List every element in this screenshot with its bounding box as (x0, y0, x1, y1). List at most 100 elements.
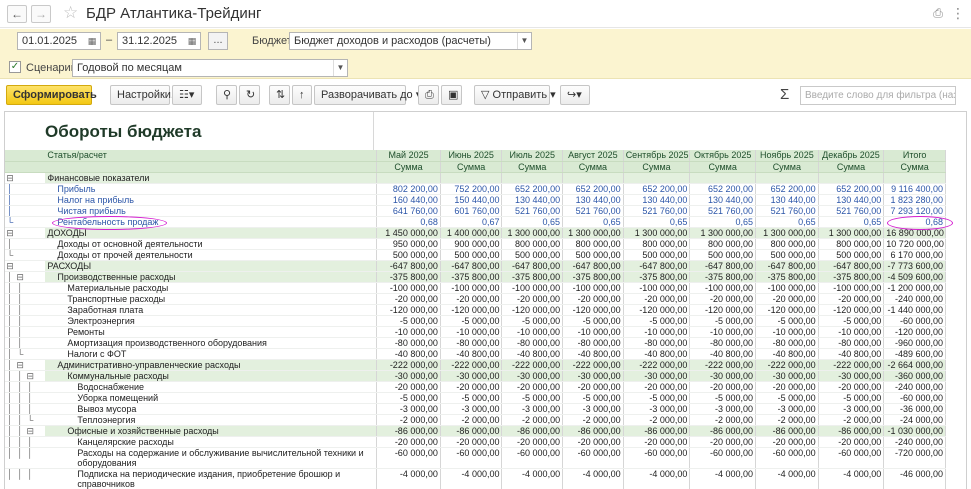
table-row[interactable]: │ Прибыль 802 200,00 752 200,00 652 200,00 65… (5, 183, 946, 195)
send-label: Отправить (492, 89, 548, 101)
table-row[interactable]: │ ⊟ Производственные расходы -375 800,00 -37… (5, 271, 946, 283)
back-arrow-icon[interactable]: ← (7, 5, 27, 23)
generate-button[interactable]: Сформировать (6, 85, 97, 105)
table-row[interactable]: │ │ ⊟ Коммунальные расходы -30 000,00 -30 000… (5, 370, 946, 382)
send-button[interactable]: ▽ Отправить ▾ (474, 85, 556, 105)
row-value-cell: 521 760,00 (623, 205, 691, 217)
table-row[interactable]: └ Рентабельность продаж 0,68 0,67 0,65 0,65 0,… (5, 216, 946, 228)
table-row[interactable]: ⊟ ДОХОДЫ 1 450 000,00 1 400 000,00 1 300 000… (5, 227, 946, 239)
table-row[interactable]: │ │ ⊟ Офисные и хозяйственные расходы -86 00… (5, 425, 946, 437)
tree-line: │ (5, 271, 16, 283)
row-total-cell: -7 773 600,00 (883, 260, 946, 272)
row-label: Налог на прибыль (45, 194, 378, 206)
table-row[interactable]: │ │ │ Уборка помещений -5 000,00 -5 000,00 -5 … (5, 392, 946, 404)
sum-icon[interactable]: Σ (780, 86, 790, 103)
print-icon[interactable]: ⎙ (933, 6, 943, 20)
tree-line (35, 249, 46, 261)
table-row[interactable]: │ │ │ Канцелярские расходы -20 000,00 -20 000… (5, 436, 946, 448)
row-value-cell: -40 800,00 (562, 348, 624, 360)
row-value-cell: 160 440,00 (376, 194, 441, 206)
column-subheader-sum: Сумма (440, 161, 503, 173)
tree-line: │ (5, 468, 16, 489)
table-row[interactable]: │ └ Налоги с ФОТ -40 800,00 -40 800,00 -40 80… (5, 348, 946, 360)
dropdown-arrow-icon[interactable]: ▼ (333, 60, 347, 76)
forward-arrow-icon[interactable]: → (31, 5, 51, 23)
row-label: Офисные и хозяйственные расходы (45, 425, 378, 437)
date-from-value: 01.01.2025 (22, 35, 78, 47)
collapse-toggle-icon[interactable]: ⊟ (15, 271, 26, 283)
printer-icon[interactable]: ⎙ (418, 85, 439, 105)
period-select-button[interactable]: ... (208, 32, 228, 50)
row-value-cell: -60 000,00 (376, 447, 441, 469)
row-value-cell: 900 000,00 (440, 238, 503, 250)
scenario-checkbox[interactable]: ✓ (9, 61, 21, 73)
table-row[interactable]: │ ⊟ Административно-управленческие расходы… (5, 359, 946, 371)
table-row[interactable]: │ Доходы от основной деятельности 950 000,… (5, 238, 946, 250)
tree-line: │ (15, 370, 26, 382)
table-row[interactable]: │ │ Материальные расходы -100 000,00 -100 00… (5, 282, 946, 294)
row-value-cell: -5 000,00 (755, 315, 819, 327)
table-row[interactable]: ⊟ РАСХОДЫ -647 800,00 -647 800,00 -647 800,0… (5, 260, 946, 272)
row-value-cell: -10 000,00 (501, 326, 564, 338)
variant-menu-icon[interactable]: ☷▾ (172, 85, 202, 105)
scenario-select[interactable]: Годовой по месяцам ▼ (72, 59, 348, 77)
collapse-toggle-icon[interactable]: ⊟ (25, 425, 36, 437)
tree-line (25, 216, 36, 228)
row-value-cell: -3 000,00 (501, 403, 564, 415)
row-value-cell: -5 000,00 (440, 315, 503, 327)
expand-to-button[interactable]: Разворачивать до ▾ (314, 85, 421, 105)
column-header-month: Сентябрь 2025 (623, 150, 691, 162)
row-total-cell: -360 000,00 (883, 370, 946, 382)
table-row[interactable]: │ │ │ Подписка на периодические издания, пр… (5, 468, 946, 489)
collapse-toggle-icon[interactable]: ⊟ (25, 370, 36, 382)
collapse-toggle-icon[interactable]: ⊟ (5, 172, 16, 184)
row-value-cell: -20 000,00 (623, 381, 691, 393)
dropdown-arrow-icon[interactable]: ▼ (517, 33, 531, 49)
table-row[interactable]: │ │ Амортизация производственного оборудов… (5, 337, 946, 349)
print-preview-icon[interactable]: ▣ (441, 85, 462, 105)
row-value-cell: -20 000,00 (755, 436, 819, 448)
table-row[interactable]: │ │ └ Теплоэнергия -2 000,00 -2 000,00 -2 000,… (5, 414, 946, 426)
filter-input[interactable]: Введите слово для фильтра (название тов (800, 86, 956, 105)
table-row[interactable]: │ │ │ Водоснабжение -20 000,00 -20 000,00 -20 … (5, 381, 946, 393)
tree-line (25, 304, 36, 316)
table-row[interactable]: │ │ Ремонты -10 000,00 -10 000,00 -10 000,00-… (5, 326, 946, 338)
collapse-toggle-icon[interactable]: ⊟ (5, 227, 16, 239)
report-spreadsheet[interactable]: Обороты бюджета Статья/расчет Май 2025 И… (4, 111, 967, 489)
calendar-icon[interactable]: ▦ (87, 36, 97, 46)
date-to-field[interactable]: 31.12.2025 ▦ (117, 32, 201, 50)
table-row[interactable]: │ │ Электроэнергия -5 000,00 -5 000,00 -5 000… (5, 315, 946, 327)
budget-select[interactable]: Бюджет доходов и расходов (расчеты) ▼ (289, 32, 532, 50)
table-row[interactable]: └ Доходы от прочей деятельности 500 000,00… (5, 249, 946, 261)
tree-line (15, 238, 26, 250)
row-value-cell: -20 000,00 (562, 436, 624, 448)
search-icon[interactable]: ⚲ (216, 85, 237, 105)
more-menu-icon[interactable]: ⋮ (951, 5, 965, 21)
search-next-icon[interactable]: ↻ (239, 85, 260, 105)
table-row[interactable]: │ │ │ Вывоз мусора -3 000,00 -3 000,00 -3 000,… (5, 403, 946, 415)
row-value-cell: -20 000,00 (623, 293, 691, 305)
table-row[interactable]: │ Налог на прибыль 160 440,00 150 440,00 130… (5, 194, 946, 206)
favorite-star-icon[interactable]: ☆ (63, 3, 79, 22)
row-value-cell (501, 172, 564, 184)
settings-button[interactable]: Настройки... (110, 85, 180, 105)
row-value-cell: -20 000,00 (440, 436, 503, 448)
row-label: Канцелярские расходы (45, 436, 378, 448)
tree-line (25, 260, 36, 272)
table-row[interactable]: │ Чистая прибыль 641 760,00 601 760,00 521 7… (5, 205, 946, 217)
table-row[interactable]: │ │ │ Расходы на содержание и обслуживание … (5, 447, 946, 469)
row-label: Амортизация производственного оборудован… (45, 337, 378, 349)
navigation-menu-icon[interactable]: ↪▾ (560, 85, 590, 105)
date-from-field[interactable]: 01.01.2025 ▦ (17, 32, 101, 50)
row-value-cell: -10 000,00 (440, 326, 503, 338)
collapse-toggle-icon[interactable]: ⊟ (15, 359, 26, 371)
row-value-cell: -30 000,00 (440, 370, 503, 382)
table-row[interactable]: │ │ Заработная плата -120 000,00 -120 000,00… (5, 304, 946, 316)
collapse-toggle-icon[interactable]: ⊟ (5, 260, 16, 272)
table-row[interactable]: ⊟ Финансовые показатели (5, 172, 946, 184)
row-value-cell: -375 800,00 (689, 271, 757, 283)
expand-groups-icon[interactable]: ⇅ (269, 85, 290, 105)
table-row[interactable]: │ │ Транспортные расходы -20 000,00 -20 000,… (5, 293, 946, 305)
calendar-icon[interactable]: ▦ (187, 36, 197, 46)
collapse-groups-icon[interactable]: ↑ (292, 85, 312, 105)
